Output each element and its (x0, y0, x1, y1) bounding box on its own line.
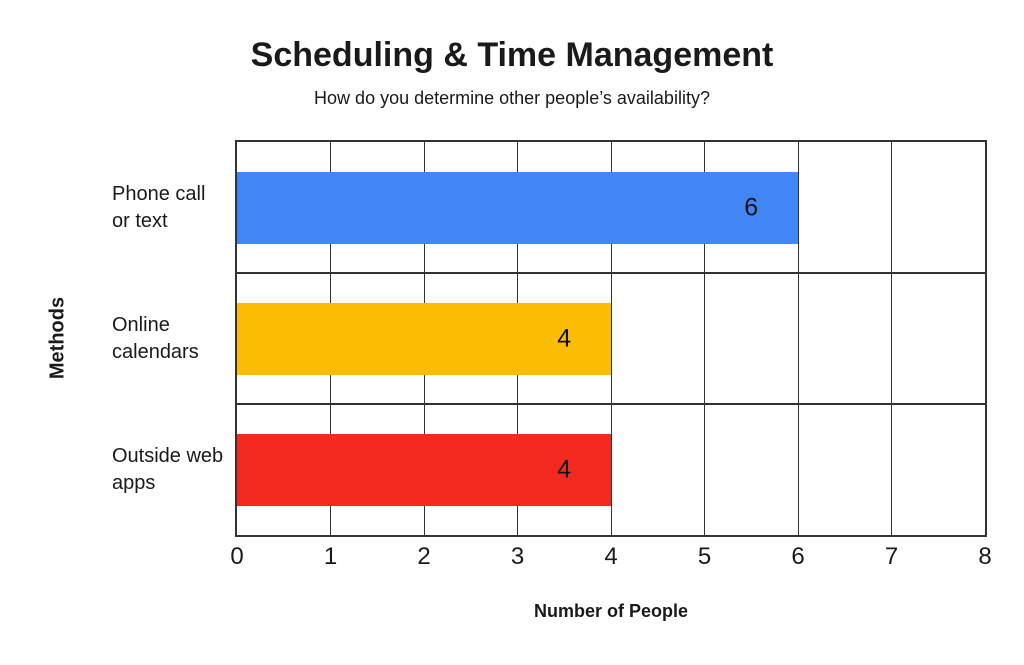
x-axis-title: Number of People (533, 601, 689, 621)
category-label: Outside web apps (112, 444, 224, 494)
gridline (891, 142, 892, 535)
x-tick-label: 0 (230, 543, 244, 570)
x-tick-label: 7 (884, 543, 899, 570)
category-label: Online calendars (112, 313, 199, 363)
bar-value-label: 4 (557, 324, 572, 352)
y-axis-title: Methods (46, 296, 69, 380)
category-label: Phone call or text (112, 182, 206, 232)
gridline (610, 142, 612, 535)
gridline (704, 142, 705, 535)
bar-value-label: 4 (557, 455, 572, 483)
bar-online-calendars (237, 302, 611, 375)
x-tick-label: 5 (697, 543, 712, 570)
bar-value-label: 6 (744, 193, 759, 221)
x-tick-label: 2 (417, 543, 431, 570)
x-tick-label: 8 (978, 543, 992, 570)
x-tick-label: 4 (604, 543, 618, 570)
x-tick-label: 1 (323, 543, 338, 570)
bar-phone-call-or-text (237, 171, 798, 244)
row-separator (237, 403, 985, 405)
chart-title: Scheduling & Time Management (250, 36, 774, 74)
x-tick-label: 3 (510, 543, 525, 570)
row-separator (237, 272, 985, 274)
gridline (797, 142, 799, 535)
x-tick-label: 6 (791, 543, 805, 570)
chart-subtitle: How do you determine other people’s avai… (314, 88, 710, 108)
bar-outside-web-apps (237, 433, 611, 506)
plot-area: 6 4 4 (235, 140, 987, 537)
